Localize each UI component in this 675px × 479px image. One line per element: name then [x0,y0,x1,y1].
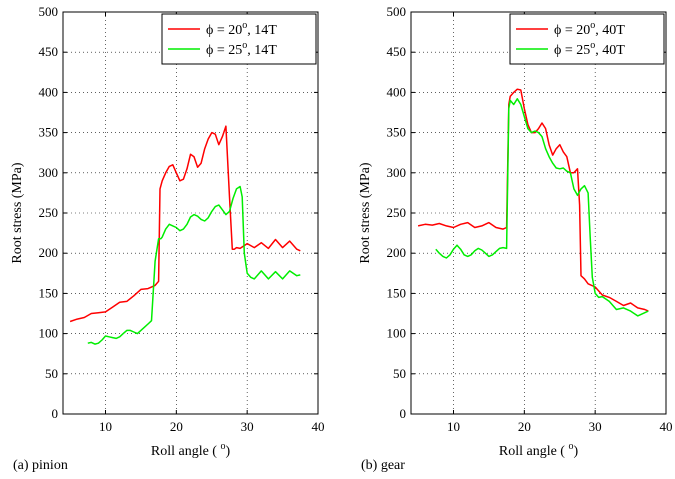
y-axis-label: Root stress (MPa) [10,162,25,263]
y-tick-label: 300 [387,165,407,180]
x-tick-label: 30 [589,419,602,434]
legend-label-1: ϕ = 20o, 14T [206,20,277,38]
x-axis-label-degree: o [220,441,225,452]
x-axis-label: Roll angle ( o) [499,441,579,459]
x-axis-label: Roll angle ( o) [151,441,231,459]
y-tick-label: 100 [387,326,407,341]
legend-box [161,13,317,65]
y-tick-label: 350 [387,125,407,140]
x-axis-label-text: Roll angle ( [499,444,569,459]
y-tick-label: 400 [39,84,59,99]
series-lines [417,88,649,317]
x-tick-label: 10 [447,419,460,434]
y-tick-label: 350 [39,125,59,140]
series-line-1 [417,88,649,312]
tick-marks: 0 50 100 150 200 250 300 350 400 450 500 10 20 30 40 [387,4,673,434]
y-tick-label: 250 [39,205,59,220]
x-tick-label: 10 [99,419,112,434]
series-lines [69,125,301,345]
y-tick-label: 50 [393,366,406,381]
legend-label-2: ϕ = 25o, 40T [554,40,625,58]
legend-label-1: ϕ = 20o, 40T [554,20,625,38]
legend: ϕ = 20o, 40T ϕ = 25o, 40T [509,13,665,65]
y-tick-label: 100 [39,326,59,341]
y-axis-label: Root stress (MPa) [358,162,373,263]
y-tick-label: 250 [387,205,407,220]
y-tick-label: 450 [39,44,59,59]
x-tick-label: 40 [660,419,673,434]
legend: ϕ = 20o, 14T ϕ = 25o, 14T [161,13,317,65]
legend-label-2: ϕ = 25o, 14T [206,40,277,58]
legend-box [509,13,665,65]
x-axis-label-end: ) [225,444,230,459]
y-tick-label: 450 [387,44,407,59]
series-line-1 [69,125,301,323]
y-tick-label: 200 [387,245,407,260]
x-tick-label: 20 [518,419,531,434]
y-tick-label: 150 [39,285,59,300]
x-axis-label-end: ) [573,444,578,459]
x-axis-label-text: Roll angle ( [151,444,221,459]
y-tick-label: 500 [39,4,59,19]
y-tick-label: 0 [52,406,59,421]
series-line-2 [435,98,649,317]
grid-lines [63,12,318,414]
tick-marks: 0 50 100 150 200 250 300 350 400 450 500 10 20 30 40 [39,4,325,434]
panel-gear: 0 50 100 150 200 250 300 350 400 450 500 10 20 30 40 ϕ… [358,4,673,473]
panel-caption: (a) pinion [13,458,68,473]
y-tick-label: 50 [45,366,58,381]
grid-lines [411,12,666,414]
y-tick-label: 150 [387,285,407,300]
y-tick-label: 0 [400,406,407,421]
y-tick-label: 500 [387,4,407,19]
y-tick-label: 300 [39,165,59,180]
x-tick-label: 20 [170,419,183,434]
panel-pinion: 0 50 100 150 200 250 300 350 400 450 500 10 20 30 40 ϕ… [10,4,325,473]
x-tick-label: 30 [241,419,254,434]
series-line-2 [87,185,301,345]
x-tick-label: 40 [312,419,325,434]
x-axis-label-degree: o [568,441,573,452]
y-tick-label: 400 [387,84,407,99]
y-tick-label: 200 [39,245,59,260]
panel-caption: (b) gear [361,458,405,473]
